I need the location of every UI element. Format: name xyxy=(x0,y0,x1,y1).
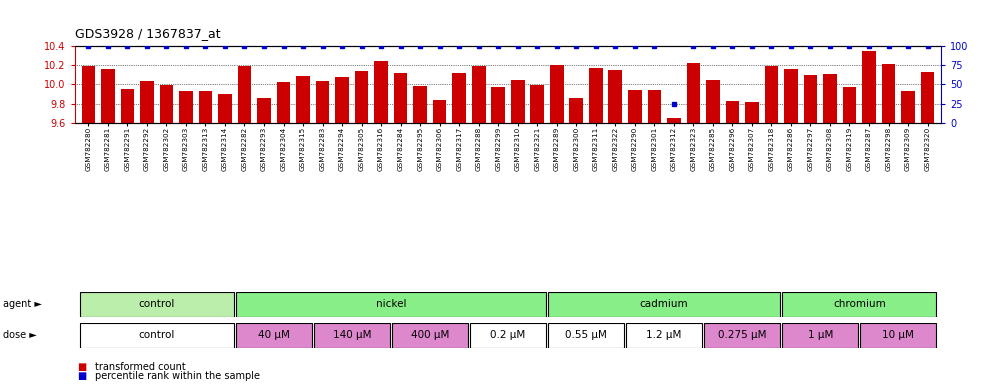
Bar xyxy=(277,82,291,123)
Bar xyxy=(765,66,778,123)
Bar xyxy=(531,85,544,123)
Bar xyxy=(647,90,661,123)
Bar xyxy=(548,323,624,348)
Bar xyxy=(316,81,330,123)
Bar xyxy=(550,65,564,123)
Text: control: control xyxy=(138,330,175,340)
Bar xyxy=(843,87,857,123)
Bar xyxy=(881,64,895,123)
Bar xyxy=(314,323,389,348)
Bar xyxy=(296,76,310,123)
Bar xyxy=(570,98,583,123)
Text: dose ►: dose ► xyxy=(3,330,37,340)
Bar xyxy=(863,51,875,123)
Text: 10 μM: 10 μM xyxy=(882,330,914,340)
Bar xyxy=(901,91,915,123)
Bar xyxy=(336,77,349,123)
Bar xyxy=(920,72,934,123)
Bar xyxy=(236,292,546,317)
Bar xyxy=(725,101,739,123)
Text: GDS3928 / 1367837_at: GDS3928 / 1367837_at xyxy=(75,27,220,40)
Bar xyxy=(686,63,700,123)
Bar xyxy=(218,94,232,123)
Bar xyxy=(393,73,407,123)
Text: 400 μM: 400 μM xyxy=(410,330,449,340)
Bar xyxy=(589,68,603,123)
Bar xyxy=(491,87,505,123)
Bar xyxy=(238,66,251,123)
Bar xyxy=(257,98,271,123)
Text: percentile rank within the sample: percentile rank within the sample xyxy=(95,371,260,381)
Bar xyxy=(101,69,115,123)
Bar xyxy=(628,90,641,123)
Bar xyxy=(80,292,234,317)
Text: nickel: nickel xyxy=(375,299,406,310)
Text: 0.55 μM: 0.55 μM xyxy=(565,330,607,340)
Bar xyxy=(511,79,525,123)
Text: 0.2 μM: 0.2 μM xyxy=(490,330,526,340)
Bar xyxy=(80,323,234,348)
Bar xyxy=(861,323,936,348)
Text: cadmium: cadmium xyxy=(639,299,688,310)
Bar xyxy=(609,70,622,123)
Bar xyxy=(548,292,780,317)
Bar xyxy=(784,69,798,123)
Bar xyxy=(198,91,212,123)
Bar xyxy=(452,73,466,123)
Bar xyxy=(391,323,468,348)
Text: 0.275 μM: 0.275 μM xyxy=(718,330,766,340)
Bar xyxy=(704,323,780,348)
Bar xyxy=(804,75,818,123)
Bar xyxy=(140,81,153,123)
Text: ■: ■ xyxy=(77,371,86,381)
Text: ■: ■ xyxy=(77,362,86,372)
Bar xyxy=(179,91,193,123)
Bar xyxy=(470,323,546,348)
Bar xyxy=(745,102,759,123)
Bar xyxy=(667,118,680,123)
Bar xyxy=(626,323,702,348)
Bar xyxy=(472,66,485,123)
Text: transformed count: transformed count xyxy=(95,362,185,372)
Text: agent ►: agent ► xyxy=(3,299,42,310)
Text: 1.2 μM: 1.2 μM xyxy=(646,330,682,340)
Bar xyxy=(121,89,134,123)
Bar xyxy=(706,79,720,123)
Bar xyxy=(782,292,936,317)
Bar xyxy=(355,71,369,123)
Bar xyxy=(413,86,427,123)
Text: 1 μM: 1 μM xyxy=(808,330,833,340)
Bar xyxy=(823,74,837,123)
Text: control: control xyxy=(138,299,175,310)
Bar xyxy=(374,61,387,123)
Text: chromium: chromium xyxy=(833,299,885,310)
Bar xyxy=(82,66,96,123)
Bar xyxy=(782,323,859,348)
Text: 40 μM: 40 μM xyxy=(258,330,290,340)
Bar xyxy=(433,100,446,123)
Bar xyxy=(159,85,173,123)
Text: 140 μM: 140 μM xyxy=(333,330,372,340)
Bar xyxy=(236,323,312,348)
